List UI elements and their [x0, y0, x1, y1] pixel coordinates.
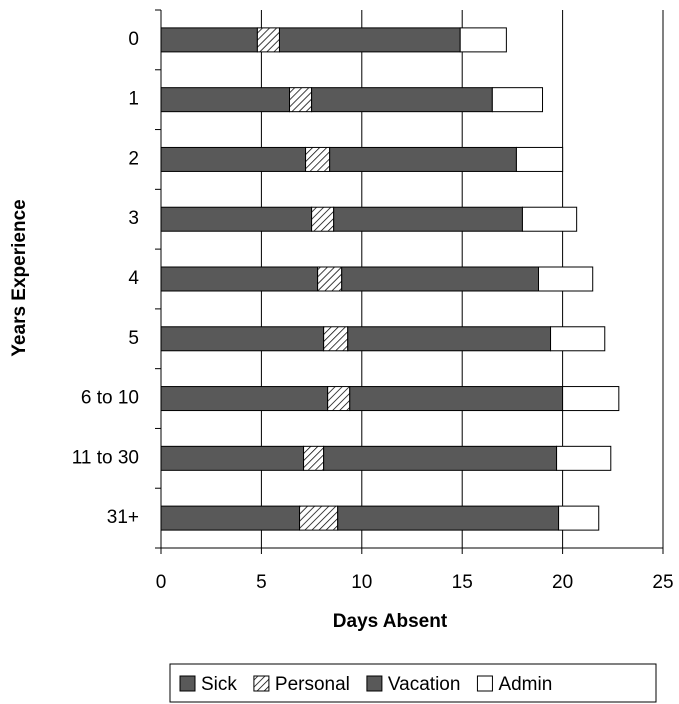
bar-segment [160, 27, 258, 53]
y-tick-label: 6 to 10 [81, 388, 139, 409]
y-axis-title: Years Experience [9, 199, 30, 356]
y-tick-label: 1 [128, 89, 139, 110]
bar-segment [349, 386, 564, 412]
bar-segment [160, 445, 305, 471]
bar-segment [160, 266, 319, 292]
bar-segment [160, 326, 325, 352]
bar-segment [305, 146, 331, 172]
bar-segment [160, 87, 291, 113]
bar-segment [278, 27, 461, 53]
bar-segment [550, 326, 606, 352]
bar-segment [329, 146, 517, 172]
y-tick-label: 3 [128, 208, 139, 229]
bar-segment [323, 326, 349, 352]
x-tick-label: 5 [256, 572, 267, 593]
bar-segment [333, 206, 523, 232]
bar-segment [556, 445, 612, 471]
y-tick-label: 4 [128, 268, 139, 289]
x-axis-title: Days Absent [333, 611, 448, 632]
bar-segment [160, 505, 301, 531]
x-tick-label: 25 [652, 572, 673, 593]
legend-swatch [179, 675, 196, 692]
legend-swatch [253, 675, 270, 692]
bar-segment [323, 445, 558, 471]
legend [169, 663, 657, 703]
bar-segment [299, 505, 339, 531]
bar-segment [160, 206, 313, 232]
bar-segment [341, 266, 540, 292]
bar-segment [160, 146, 307, 172]
y-tick-label: 0 [128, 29, 139, 50]
bar-segment [311, 206, 335, 232]
bar-segment [317, 266, 343, 292]
bar-segment [459, 27, 507, 53]
bar-segment [256, 27, 280, 53]
x-tick-label: 0 [156, 572, 167, 593]
bar-segment [562, 386, 620, 412]
legend-swatch [476, 675, 493, 692]
y-tick-label: 2 [128, 148, 139, 169]
bar-segment [327, 386, 351, 412]
x-tick-label: 15 [452, 572, 473, 593]
bar-segment [337, 505, 560, 531]
bar-segment [160, 386, 329, 412]
legend-swatch [366, 675, 383, 692]
legend-label: Vacation [388, 674, 461, 695]
bar-segment [311, 87, 493, 113]
bar-segment [347, 326, 552, 352]
bar-segment [558, 505, 600, 531]
y-tick-label: 31+ [107, 507, 139, 528]
legend-label: Admin [498, 674, 552, 695]
y-tick-label: 11 to 30 [72, 447, 139, 468]
bar-segment [491, 87, 544, 113]
x-tick-label: 10 [351, 572, 372, 593]
legend-label: Sick [201, 674, 237, 695]
legend-label: Personal [275, 674, 350, 695]
bar-segment [521, 206, 578, 232]
bar-segment [303, 445, 325, 471]
bar-segment [515, 146, 564, 172]
bar-segment [289, 87, 313, 113]
x-tick-label: 20 [552, 572, 573, 593]
y-tick-label: 5 [128, 328, 139, 349]
bar-segment [538, 266, 594, 292]
